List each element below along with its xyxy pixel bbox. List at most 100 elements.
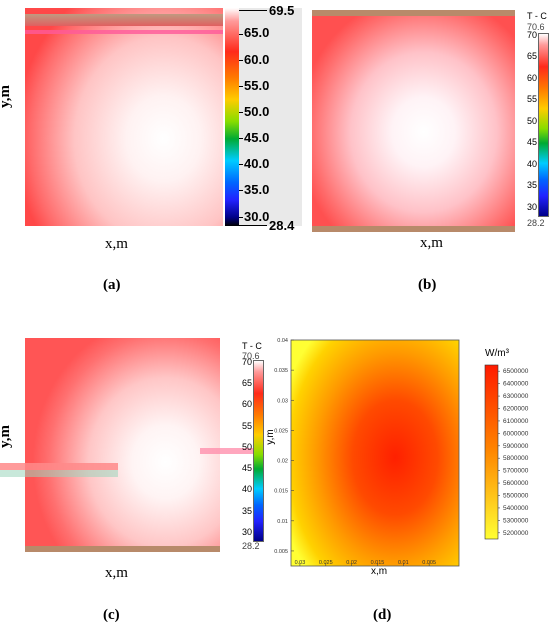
colorbar-tick-label: 6300000 [503,393,529,400]
heatmap-a [25,8,223,226]
y-tick-label: 0.035 [274,368,288,374]
colorbar-tick-label: 6400000 [503,381,529,388]
colorbar-tick-label: 6000000 [503,430,529,437]
colorbar-tick-label: 35 [242,505,253,516]
x-tick-label: 0.01 [398,560,409,566]
colorbar-a-panel [239,8,302,226]
y-tick-label: 0.04 [277,338,288,344]
colorbar-tick-label: 45 [527,137,538,148]
heatmap-b [312,10,515,232]
colorbar-tick-label: 5500000 [503,493,529,500]
y-tick-label: 0.005 [274,549,288,555]
colorbar-tick-mark [239,164,243,166]
y-tick-label: 0.015 [274,489,288,495]
colorbar-a-min-label: 28.4 [269,218,295,233]
x-tick-label: 0.025 [319,560,333,566]
colorbar-tick-label: 65 [242,378,253,389]
panel-c-label: (c) [103,607,120,623]
panel-d-y-ticks: 0.04 0.035 0.03 0.025 0.02 0.015 0.01 0.005 [274,338,294,555]
heatmap-a-top-band [25,14,223,26]
colorbar-c-min-label: 28.2 [242,541,260,551]
y-tick-label: 0.01 [277,519,288,525]
colorbar-tick-label: 40.0 [244,156,270,172]
colorbar-tick-label: 5700000 [503,468,529,475]
heatmap-c [25,338,220,552]
colorbar-tick-label: 6200000 [503,406,529,413]
colorbar-tick-label: 40 [527,158,538,169]
heatmap-a-pink-stripe [25,30,223,34]
colorbar-tick-label: 5300000 [503,517,529,524]
colorbar-tick-mark [239,112,243,113]
heatmap-c-glitch-2 [0,470,118,477]
panel-c-ylabel: y,m [0,425,13,448]
colorbar-tick-label: 65 [527,51,538,62]
colorbar-tick-label: 35 [527,180,538,191]
panel-d-x-ticks: 0.03 0.025 0.02 0.015 0.01 0.005 [295,560,436,566]
colorbar-tick-label: 60 [527,72,538,83]
y-tick-label: 0.02 [277,459,288,465]
heatmap-c-glitch-1 [0,463,118,470]
colorbar-tick-label: 6100000 [503,418,529,425]
colorbar-tick-label: 30.0 [244,208,270,224]
colorbar-tick-label: 50 [242,441,253,452]
colorbar-tick-label: 35.0 [244,182,270,198]
x-tick-label: 0.02 [346,560,357,566]
colorbar-a-max-line [239,10,267,11]
colorbar-tick-label: 30 [242,526,253,537]
panel-a-ylabel: y,m [0,85,13,108]
heatmap-c-bottom-band [25,546,220,552]
colorbar-tick-label: 65.0 [244,25,270,41]
colorbar-tick-label: 6500000 [503,368,529,375]
colorbar-a-min-line [239,225,267,226]
panel-c: T - C 70.6 70 65 60 55 50 45 40 35 30 28.2 y,m x… [0,320,265,626]
colorbar-tick-label: 5200000 [503,530,529,537]
colorbar-a-max-label: 69.5 [269,3,295,18]
panel-a-xlabel: x,m [105,236,128,252]
colorbar-tick-mark [239,33,243,35]
colorbar-tick-mark [239,138,243,140]
colorbar-tick-mark [239,59,243,61]
colorbar-tick-label: 55 [527,94,538,105]
heatmap-b-bottom-band [312,226,515,232]
colorbar-b-max-label: 70.6 [527,22,545,32]
colorbar-tick-label: 5600000 [503,480,529,487]
colorbar-c-title: T - C [242,341,262,351]
colorbar-tick-label: 50 [527,115,538,126]
x-tick-label: 0.03 [295,560,306,566]
colorbar-tick-label: 40 [242,484,253,495]
colorbar-d [484,364,499,540]
colorbar-tick-label: 60 [242,399,253,410]
colorbar-tick-label: 50.0 [244,103,270,119]
panel-a: 69.5 28.4 65.0 60.0 55.0 50.0 45.0 40.0 35.0 30… [0,0,305,300]
colorbar-tick-label: 55.0 [244,77,270,93]
panel-b: T - C 70.6 70 65 60 55 50 45 40 35 30 28.2 x,m (… [305,0,550,300]
colorbar-b-title: T - C [527,11,547,21]
colorbar-tick-label: 5800000 [503,455,529,462]
colorbar-tick-label: 30 [527,201,538,212]
panel-d-ylabel: y,m [265,429,276,444]
colorbar-d-title: W/m³ [485,348,510,359]
panel-d: 0.03 0.025 0.02 0.015 0.01 0.005 0.04 0.035 0.0… [265,325,550,626]
colorbar-tick-label: 70 [527,29,538,40]
colorbar-tick-label: 5400000 [503,505,529,512]
colorbar-d-ticks: 6500000 6400000 6300000 6200000 6100000 60000… [498,368,529,537]
x-tick-label: 0.005 [422,560,436,566]
colorbar-b-min-label: 28.2 [527,218,545,228]
colorbar-a [225,8,239,226]
colorbar-tick-mark [239,216,243,218]
panel-d-svg: 0.03 0.025 0.02 0.015 0.01 0.005 0.040.0350.0… [265,338,529,577]
colorbar-tick-label: 45 [242,463,253,474]
panel-c-xlabel: x,m [105,565,128,581]
panel-d-xlabel: x,m [371,566,387,577]
y-tick-label: 0.03 [277,398,288,404]
y-tick-label: 0.025 [274,428,288,434]
panel-b-label: (b) [418,277,437,293]
panel-a-label: (a) [103,277,121,293]
heatmap-d-plot [290,339,460,567]
panel-d-label: (d) [373,607,392,623]
colorbar-tick-mark [239,190,243,192]
colorbar-c [253,360,264,542]
colorbar-tick-label: 60.0 [244,51,270,67]
heatmap-b-top-band [312,10,515,16]
